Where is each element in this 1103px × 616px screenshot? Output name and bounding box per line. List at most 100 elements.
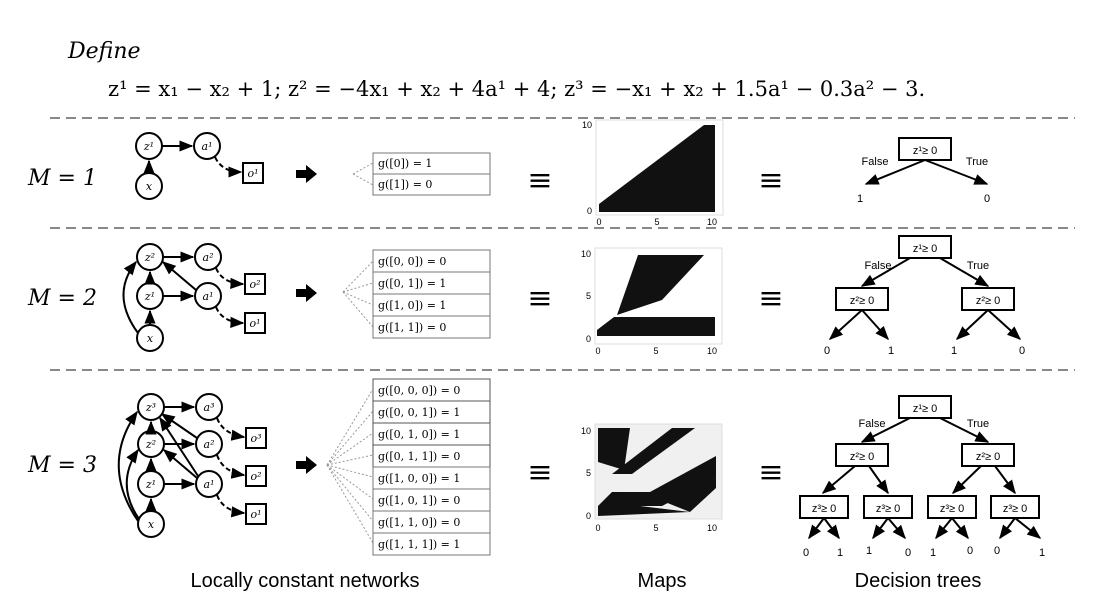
map-m3: 10 5 0 0 5 10	[581, 423, 723, 533]
node-label: o¹	[247, 167, 258, 180]
node-label: a³	[204, 401, 215, 414]
network-m3: z³ z² z¹ x a³ a² a¹ o³ o² o¹	[117, 393, 267, 538]
tree-node	[898, 235, 952, 259]
true-label: True	[967, 260, 989, 272]
node-label: a¹	[204, 478, 215, 491]
tick-label: 0	[586, 511, 591, 521]
arrow-icon	[296, 456, 317, 474]
node-label: o³	[250, 432, 261, 445]
equiv-icon: ≡	[527, 281, 552, 316]
table-cell: g([1, 1]) = 0	[378, 321, 446, 334]
leaf-label: 1	[857, 193, 863, 205]
tree-m1: z¹≥ 0 False True 1 0	[857, 137, 990, 205]
tick-label: 0	[596, 217, 601, 227]
map-region	[598, 428, 630, 470]
tree-node-label: z³≥ 0	[876, 503, 900, 515]
node-label: a²	[203, 251, 214, 264]
arrow-icon	[296, 284, 317, 302]
node-label: o²	[250, 470, 261, 483]
map-region	[612, 428, 695, 474]
row-m1: M = 1 z¹ x a¹ o¹ g([0]) = 1 g([1]) = 0 ≡	[27, 119, 990, 227]
leaf-label: 1	[951, 345, 957, 357]
node-label: x	[146, 180, 153, 193]
tick-label: 5	[653, 346, 658, 356]
leaf-label: 1	[930, 547, 936, 559]
false-label: False	[865, 260, 892, 272]
tick-label: 10	[707, 346, 717, 356]
node-label: z³	[145, 401, 156, 414]
table-cell: g([0, 1]) = 1	[378, 277, 446, 290]
node-label: x	[147, 332, 154, 345]
false-label: False	[862, 156, 889, 168]
tree-node-label: z¹≥ 0	[913, 243, 937, 255]
row-label: M = 1	[27, 166, 97, 191]
caption-networks: Locally constant networks	[190, 570, 419, 592]
tree-node	[835, 443, 889, 467]
table-cell: g([1, 0]) = 1	[378, 299, 446, 312]
node-o1	[242, 162, 264, 184]
leaf-label: 1	[866, 545, 872, 557]
define-label: Define	[67, 39, 141, 64]
tick-label: 10	[582, 120, 592, 130]
map-m2: 10 5 0 0 5 10	[581, 247, 723, 356]
node-o3	[245, 427, 267, 449]
leaf-label: 0	[1019, 345, 1025, 357]
leaf-label: 1	[888, 345, 894, 357]
equiv-icon: ≡	[758, 163, 783, 198]
tick-label: 10	[707, 217, 717, 227]
caption-maps: Maps	[638, 570, 687, 592]
table-cell: g([0, 1, 0]) = 1	[378, 428, 460, 441]
map-region	[598, 506, 690, 516]
node-a3	[195, 393, 223, 421]
table-cell: g([0, 1, 1]) = 0	[378, 450, 460, 463]
node-label: z¹	[143, 140, 154, 153]
arrow-icon	[296, 165, 317, 183]
node-o2	[244, 273, 266, 295]
tick-label: 5	[654, 217, 659, 227]
node-label: z¹	[145, 478, 156, 491]
tree-m2: z¹≥ 0 False True z²≥ 0 z²≥ 0 0 1 1 0	[824, 235, 1025, 357]
tree-node-label: z³≥ 0	[812, 503, 836, 515]
table-cell: g([1, 0, 1]) = 0	[378, 494, 460, 507]
map-m1: 10 0 0 5 10	[582, 119, 724, 227]
tree-m3: z¹≥ 0 False True z²≥ 0 z²≥ 0 z³≥ 0 z³≥ 0…	[799, 395, 1045, 559]
map-region	[612, 456, 716, 506]
node-label: o²	[249, 278, 260, 291]
equiv-icon: ≡	[758, 281, 783, 316]
equiv-icon: ≡	[758, 455, 783, 490]
map-region	[597, 317, 715, 336]
node-a1	[193, 132, 221, 160]
tree-node-label: z²≥ 0	[850, 451, 874, 463]
node-o2	[245, 465, 267, 487]
node-label: x	[148, 518, 155, 531]
tick-label: 0	[595, 523, 600, 533]
node-label: o¹	[249, 317, 260, 330]
map-region	[599, 125, 715, 212]
leaf-label: 0	[803, 547, 809, 559]
table-cell: g([1, 0, 0]) = 1	[378, 472, 460, 485]
node-a2	[194, 243, 222, 271]
table-m1: g([0]) = 1 g([1]) = 0	[352, 152, 491, 196]
node-label: a¹	[202, 140, 213, 153]
true-label: True	[966, 156, 988, 168]
table-cell: g([0]) = 1	[378, 157, 432, 170]
table-cell: g([1]) = 0	[378, 178, 432, 191]
table-cell: g([0, 0]) = 0	[378, 255, 446, 268]
table-m3: g([0, 0, 0]) = 0 g([0, 0, 1]) = 1 g([0, …	[326, 378, 491, 556]
tick-label: 0	[595, 346, 600, 356]
node-a1	[194, 282, 222, 310]
tick-label: 10	[707, 523, 717, 533]
caption-trees: Decision trees	[855, 570, 982, 592]
table-cell: g([0, 0, 0]) = 0	[378, 384, 460, 397]
leaf-label: 1	[837, 547, 843, 559]
table-m2: g([0, 0]) = 0 g([0, 1]) = 1 g([1, 0]) = …	[342, 249, 491, 339]
leaf-label: 0	[905, 547, 911, 559]
leaf-label: 0	[824, 345, 830, 357]
tick-label: 10	[581, 426, 591, 436]
false-label: False	[859, 418, 886, 430]
row-m3: M = 3 z³ z² z¹ x a³ a² a¹ o³ o² o¹	[27, 378, 1045, 559]
node-label: z²	[145, 438, 156, 451]
true-label: True	[967, 418, 989, 430]
equiv-icon: ≡	[527, 163, 552, 198]
